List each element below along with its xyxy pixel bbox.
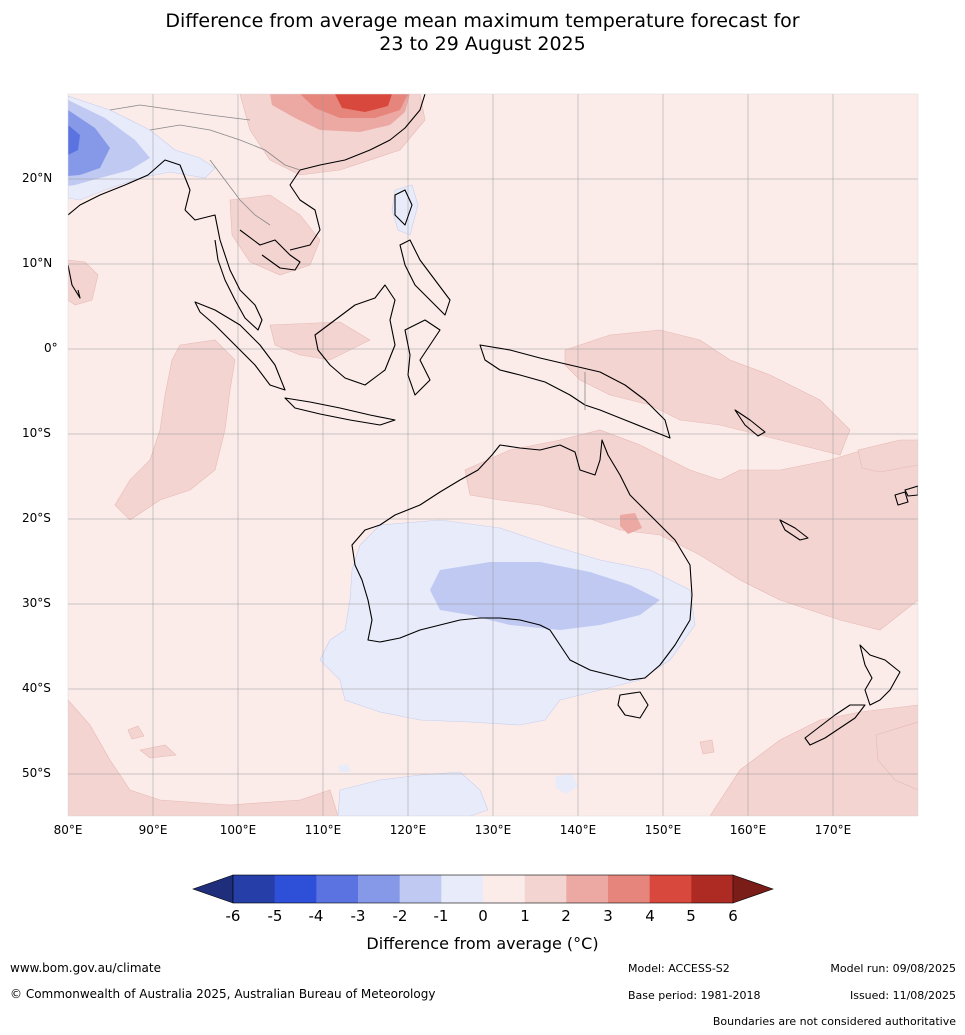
website-link[interactable]: www.bom.gov.au/climate [10,961,161,975]
colorbar-cell [358,875,401,903]
lat-label-50s: 50°S [22,766,51,780]
colorbar-extend-low [192,874,234,904]
lat-label-20s: 20°S [22,511,51,525]
colorbar-cell [233,875,276,903]
issued-text: Issued: 11/08/2025 [849,989,956,1002]
lon-label-100e: 100°E [219,823,257,837]
anomaly-field-warm-core [270,94,642,534]
colorbar-extend-high [732,874,774,904]
colorbar-tick: -1 [433,907,449,925]
colorbar-tick: -6 [225,907,241,925]
lon-label-150e: 150°E [644,823,682,837]
colorbar-cell [566,875,609,903]
colorbar-cell [483,875,526,903]
colorbar-cell [608,875,651,903]
colorbar-tick: 3 [603,907,613,925]
colorbar-tick: 5 [686,907,696,925]
colorbar-cell [399,875,442,903]
base-period-text: Base period: 1981-2018 [628,989,761,1002]
colorbar-tick: 2 [561,907,571,925]
graticule [68,94,918,816]
colorbar-outline [232,874,734,904]
model-run-text: Model run: 09/08/2025 [830,962,956,975]
lon-label-140e: 140°E [559,823,597,837]
lon-label-80e: 80°E [53,823,83,837]
colorbar [192,874,774,904]
colorbar-tick: -5 [267,907,283,925]
colorbar-tick: 6 [728,907,738,925]
lon-label-110e: 110°E [304,823,342,837]
lat-label-10s: 10°S [22,426,51,440]
colorbar-cell [524,875,567,903]
colorbar-cell [274,875,317,903]
lon-label-130e: 130°E [474,823,512,837]
map-frame [67,93,919,817]
colorbar-cell [649,875,692,903]
colorbar-tick: 0 [478,907,488,925]
coastlines [68,94,918,746]
lon-label-170e: 170°E [814,823,852,837]
lon-label-160e: 160°E [729,823,767,837]
title-line-2: 23 to 29 August 2025 [379,33,586,55]
colorbar-cell [441,875,484,903]
colorbar-tick: -2 [392,907,408,925]
map-title: Difference from average mean maximum tem… [0,10,965,56]
lat-label-20n: 20°N [22,171,53,185]
political-boundaries [109,104,586,410]
colorbar-tick: -3 [350,907,366,925]
lat-label-equator: 0° [44,341,58,355]
lat-label-40s: 40°S [22,681,51,695]
colorbar-cell [316,875,359,903]
lon-label-120e: 120°E [389,823,427,837]
colorbar-cell [691,875,734,903]
lon-label-90e: 90°E [138,823,168,837]
anomaly-field-cool [68,95,696,816]
lat-label-30s: 30°S [22,596,51,610]
title-line-1: Difference from average mean maximum tem… [165,10,800,32]
lat-label-10n: 10°N [22,256,53,270]
disclaimer-text: Boundaries are not considered authoritat… [712,1015,956,1028]
model-text: Model: ACCESS-S2 [628,962,730,975]
copyright-text: © Commonwealth of Australia 2025, Austra… [10,987,436,1001]
colorbar-tick: 4 [645,907,655,925]
colorbar-tick: 1 [520,907,530,925]
anomaly-field-1-2 [68,94,918,816]
colorbar-tick: -4 [308,907,324,925]
colorbar-label: Difference from average (°C) [366,934,599,953]
